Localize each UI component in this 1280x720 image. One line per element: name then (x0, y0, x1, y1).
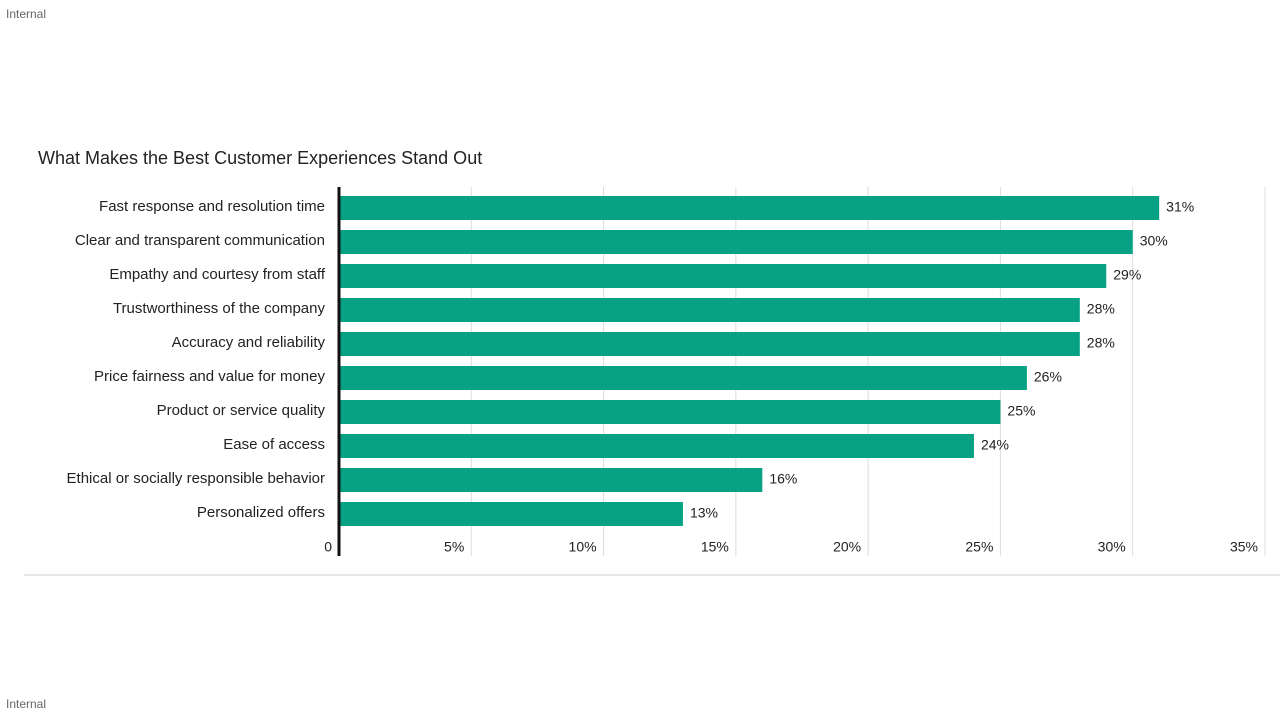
y-tick-label: Accuracy and reliability (172, 334, 326, 351)
value-label: 26% (1034, 369, 1062, 385)
value-label: 30% (1140, 233, 1168, 249)
y-tick-label: Ease of access (223, 436, 325, 453)
bottom-label: Internal (6, 697, 46, 711)
y-tick-label: Personalized offers (197, 504, 325, 521)
value-label: 24% (981, 437, 1009, 453)
bar (339, 230, 1133, 254)
value-label: 16% (769, 471, 797, 487)
bar (339, 502, 683, 526)
bar (339, 298, 1080, 322)
bar (339, 366, 1027, 390)
bar (339, 434, 974, 458)
x-tick-label: 5% (444, 539, 464, 555)
y-tick-label: Fast response and resolution time (99, 198, 325, 215)
bar (339, 332, 1080, 356)
x-tick-label: 10% (569, 539, 597, 555)
bar (339, 264, 1107, 288)
value-label: 28% (1087, 335, 1115, 351)
bar (339, 400, 1001, 424)
x-tick-label: 30% (1098, 539, 1126, 555)
value-label: 31% (1166, 199, 1194, 215)
x-tick-label: 0 (324, 539, 332, 555)
x-tick-label: 20% (833, 539, 861, 555)
x-tick-label: 25% (965, 539, 993, 555)
y-tick-label: Ethical or socially responsible behavior (67, 470, 325, 487)
y-tick-label: Empathy and courtesy from staff (109, 266, 325, 283)
bar (339, 468, 763, 492)
x-tick-label: 35% (1230, 539, 1258, 555)
y-tick-label: Product or service quality (157, 402, 326, 419)
value-label: 25% (1007, 403, 1035, 419)
y-tick-label: Clear and transparent communication (75, 232, 325, 249)
value-label: 29% (1113, 267, 1141, 283)
bar (339, 196, 1160, 220)
y-tick-label: Price fairness and value for money (94, 368, 325, 385)
chart-title: What Makes the Best Customer Experiences… (38, 148, 482, 168)
y-tick-label: Trustworthiness of the company (113, 300, 326, 317)
x-tick-label: 15% (701, 539, 729, 555)
top-label: Internal (6, 7, 46, 21)
value-label: 13% (690, 505, 718, 521)
value-label: 28% (1087, 301, 1115, 317)
